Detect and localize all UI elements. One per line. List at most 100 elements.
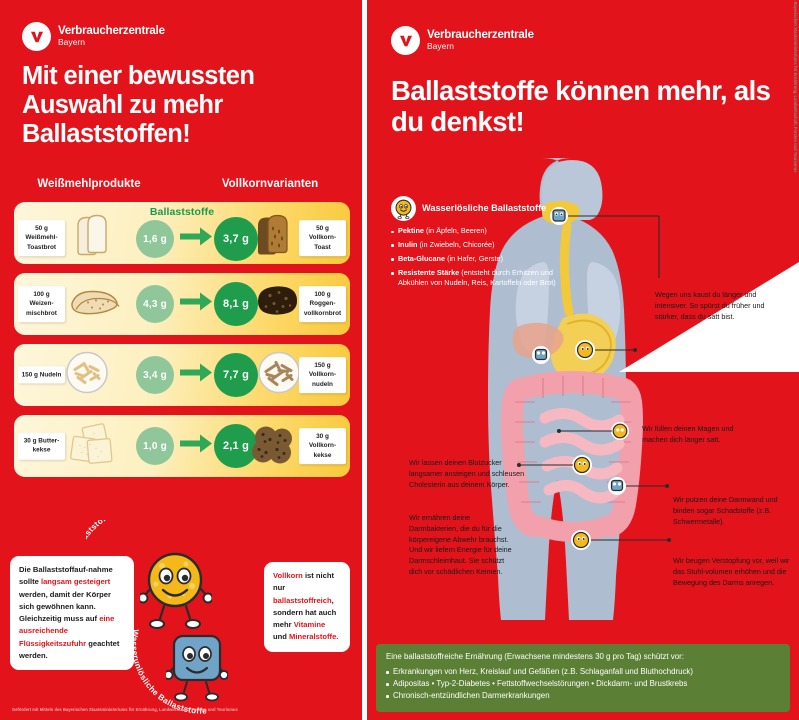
yellow-mascot-icon	[391, 196, 416, 221]
body-marker-stomach	[575, 340, 595, 360]
column-headers: Weißmehlprodukte Vollkornvarianten	[0, 178, 362, 190]
arrow-icon	[180, 434, 212, 458]
body-marker-blood-sugar	[611, 422, 629, 440]
highlighted-text: Mineralstoffe.	[289, 632, 339, 642]
list-item: Erkrankungen von Herz, Kreislauf und Gef…	[386, 666, 780, 678]
info-box-wholegrain: Vollkorn ist nicht nur ballaststoffreich…	[264, 562, 350, 652]
row-label-right: 100 g Roggen-vollkornbrot	[299, 286, 346, 322]
arrow-icon	[180, 363, 212, 387]
summary-list: Erkrankungen von Herz, Kreislauf und Gef…	[386, 666, 780, 702]
table-row: 30 g Butter-kekse	[14, 415, 350, 477]
fiber-value-right: 7,7 g	[214, 353, 258, 397]
wholegrain-cookies-icon	[246, 422, 304, 471]
logo-text: Verbraucherzentrale Bayern	[427, 29, 534, 52]
highlighted-text: langsam gesteigert	[40, 577, 111, 587]
body-text: ist nicht nur	[273, 571, 335, 593]
callout-gut-wall: Wir putzen deine Darmwand und binden sog…	[673, 495, 778, 526]
human-body-diagram	[488, 158, 671, 620]
body-text: werden, damit der Körper sich gewöhnen k…	[19, 589, 111, 624]
logo-right: Verbraucherzentrale Bayern	[391, 26, 534, 55]
fiber-value-left: 3,4 g	[136, 356, 174, 394]
info-left-text: Die Ballaststoffauf-nahme sollte langsam…	[19, 565, 119, 660]
callout-gut-bacteria: Wir ernähren deine Darmbakterien, die du…	[409, 513, 512, 576]
highlighted-text: ballaststoffreich	[273, 595, 332, 605]
fiber-value-left: 4,3 g	[136, 285, 174, 323]
fiber-value-right: 2,1 g	[214, 424, 258, 468]
highlighted-text: Vitamine	[293, 620, 326, 630]
summary-lead: Eine ballaststoffreiche Ernährung (Erwac…	[386, 652, 684, 661]
body-marker-mouth	[550, 207, 568, 225]
body-marker-constipation	[571, 530, 591, 550]
v-heart-icon	[391, 26, 420, 55]
wholegrain-pasta-bowl-icon	[254, 350, 304, 401]
left-panel: Verbraucherzentrale Bayern Mit einer bew…	[0, 0, 362, 720]
table-row: Ballaststoffe 50 g Weißmehl-Toastbrot 1,…	[14, 202, 350, 264]
column-header-wholegrain: Vollkornvarianten	[221, 178, 319, 190]
body-text: Die Ballaststoffauf-nahme sollte	[19, 565, 113, 587]
body-marker-gut-bacteria	[572, 455, 592, 475]
callout-constipation: Wir beugen Verstopfung vor, weil wir das…	[673, 556, 790, 587]
list-item: Chronisch-entzündlichen Darmerkrankungen	[386, 690, 780, 702]
arrow-icon	[180, 292, 212, 316]
body-text: geachtet werden.	[19, 638, 120, 661]
fiber-value-right: 8,1 g	[214, 282, 258, 326]
white-toast-bread-icon	[62, 214, 122, 265]
wholemeal-toast-bread-icon	[244, 214, 304, 265]
logo-text: Verbraucherzentrale Bayern	[58, 25, 165, 48]
summary-box: Eine ballaststoffreiche Ernährung (Erwac…	[376, 644, 790, 712]
callout-mouth: Wegen uns kaust du länger und intensiver…	[655, 290, 765, 321]
table-row: 150 g Nudeln 3,4 g 7,7 g	[14, 344, 350, 406]
body-marker-colon-left	[532, 346, 550, 364]
callout-wedge	[619, 262, 799, 372]
logo-subtitle: Bayern	[58, 37, 85, 48]
page-title-right: Ballaststoffe können mehr, als du denkst…	[391, 75, 771, 138]
blue-mascot-icon	[163, 628, 229, 707]
list-item: Beta-Glucane (in Hafer, Gerste)	[391, 254, 576, 264]
pasta-bowl-icon	[62, 350, 112, 401]
funding-credit-left: Gefördert mit Mitteln des Bayerischen St…	[12, 707, 238, 712]
list-item: Inulin (in Zwiebeln, Chicorée)	[391, 240, 576, 250]
fiber-value-left: 1,6 g	[136, 220, 174, 258]
logo-left: Verbraucherzentrale Bayern	[22, 22, 165, 51]
row-label-right: 150 g Vollkorn-nudeln	[299, 357, 346, 393]
comparison-rows: Ballaststoffe 50 g Weißmehl-Toastbrot 1,…	[14, 202, 350, 486]
rye-wholemeal-bread-icon	[250, 280, 304, 329]
fiber-value-right: 3,7 g	[214, 217, 258, 261]
body-text: , sondern hat auch mehr	[273, 595, 337, 630]
callout-blood-sugar: Wir lassen deinen Blutzucker langsamer a…	[409, 458, 525, 489]
list-item: Resistente Stärke (entsteht durch Erhitz…	[391, 268, 576, 289]
fiber-value-left: 1,0 g	[136, 427, 174, 465]
table-row: 100 g Weizen-mischbrot 4,3 g 8,1	[14, 273, 350, 335]
row-label-right: 50 g Vollkorn-Toast	[299, 220, 346, 256]
list-item: Adipositas • Typ-2-Diabetes • Fettstoffw…	[386, 678, 780, 690]
funding-credit-right: Gefördert mit Mitteln des Bayerischen St…	[793, 0, 798, 173]
highlighted-text: Vollkorn	[273, 571, 303, 580]
logo-name: Verbraucherzentrale	[58, 25, 165, 38]
column-header-white-flour: Weißmehlprodukte	[37, 178, 141, 190]
logo-name: Verbraucherzentrale	[427, 29, 534, 42]
row-label-left: 30 g Butter-kekse	[18, 432, 65, 460]
wheat-mixed-bread-icon	[62, 282, 124, 327]
legend-soluble-list: Pektine (in Äpfeln, Beeren) Inulin (in Z…	[391, 226, 576, 288]
info-box-intake: Die Ballaststoffauf-nahme sollte langsam…	[10, 556, 134, 671]
callout-stomach: Wir füllen deinen Magen und machen dich …	[642, 424, 734, 444]
arrow-icon	[180, 227, 212, 251]
row-label-left: 100 g Weizen-mischbrot	[18, 286, 65, 322]
list-item: Pektine (in Äpfeln, Beeren)	[391, 226, 576, 236]
row-label-left: 50 g Weißmehl-Toastbrot	[18, 220, 65, 256]
butter-biscuits-icon	[62, 421, 122, 472]
page-title-left: Mit einer bewussten Auswahl zu mehr Ball…	[22, 62, 255, 148]
fiber-label: Ballaststoffe	[149, 206, 215, 218]
row-label-left: 150 g Nudeln	[18, 366, 65, 384]
legend-soluble-title: Wasserlösliche Ballaststoffe	[422, 202, 547, 213]
legend-soluble-header: Wasserlösliche Ballaststoffe	[391, 196, 576, 221]
info-right-text: Vollkorn ist nicht nur ballaststoffreich…	[273, 571, 338, 641]
body-marker-gut-wall	[608, 477, 626, 495]
highlighted-text: eine ausreichende Flüssigkeitszufuhr	[19, 614, 115, 648]
legend-soluble: Wasserlösliche Ballaststoffe Pektine (in…	[391, 196, 576, 292]
yellow-mascot-icon	[137, 544, 214, 635]
v-heart-icon	[22, 22, 51, 51]
row-label-right: 30 g Vollkorn-kekse	[299, 428, 346, 464]
logo-subtitle: Bayern	[427, 41, 454, 52]
